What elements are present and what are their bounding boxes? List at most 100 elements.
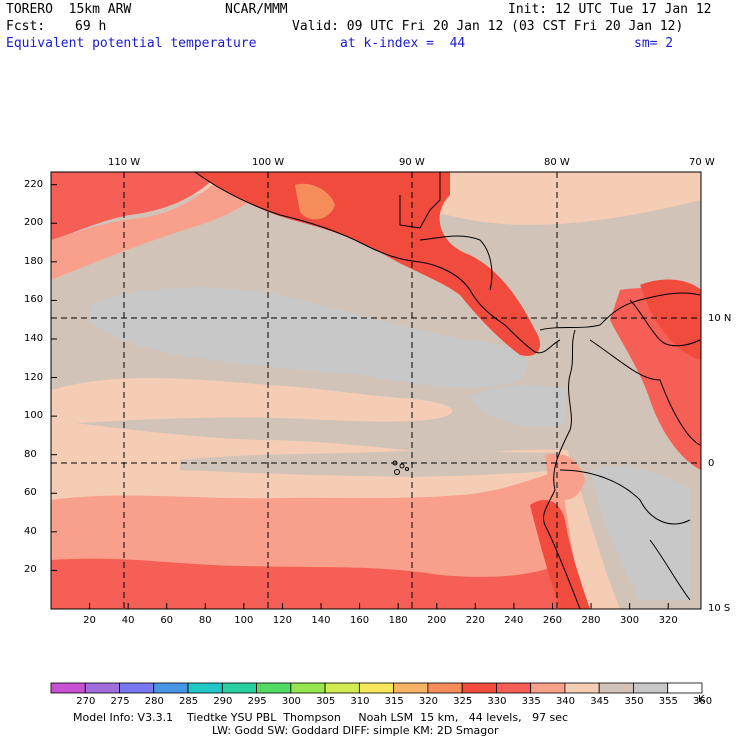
x-tick-label: 20 <box>83 615 96 626</box>
hot-central-america <box>195 172 540 356</box>
colorbar-swatch <box>187 682 223 694</box>
x-tick-label: 100 <box>234 615 254 626</box>
hot-band-south <box>51 558 585 609</box>
forecast-label: Fcst: <box>6 19 46 34</box>
lat-label-10n: 10 N <box>708 313 732 324</box>
coastlines <box>194 171 701 610</box>
colorbar <box>50 682 703 694</box>
x-tick-label: 260 <box>542 615 562 626</box>
y-tick-label: 60 <box>24 487 37 499</box>
lat-label-10s: 10 S <box>708 603 731 614</box>
colorbar-swatch <box>290 682 326 694</box>
organization-label: NCAR/MMM <box>225 2 288 17</box>
x-tick-label: 320 <box>658 615 678 626</box>
lat-lon-grid <box>51 172 701 609</box>
andes-cold-region <box>590 466 690 600</box>
colorbar-label: 305 <box>316 696 336 707</box>
colorbar-label: 295 <box>247 696 267 707</box>
cold-core-north <box>88 287 528 388</box>
colorbar-swatch <box>324 682 360 694</box>
colorbar-swatch <box>530 682 566 694</box>
colorbar-swatch <box>256 682 292 694</box>
colombia-pacific-coast <box>542 329 581 610</box>
colorbar-swatch <box>50 682 86 694</box>
y-tick-label: 220 <box>24 178 44 190</box>
x-tick-label: 160 <box>350 615 370 626</box>
colorbar-label: 320 <box>418 696 438 707</box>
colorbar-swatch <box>564 682 600 694</box>
colorbar-swatch <box>153 682 189 694</box>
caribbean-coast <box>419 235 493 291</box>
x-tick-label: 40 <box>121 615 135 626</box>
colorbar-swatch <box>84 682 120 694</box>
init-time: Init: 12 UTC Tue 17 Jan 12 <box>508 2 712 17</box>
y-tick-label: 100 <box>24 410 44 422</box>
colorbar-label: 345 <box>590 696 610 707</box>
y-tick-label: 200 <box>24 217 44 229</box>
colorbar-swatch <box>461 682 497 694</box>
x-tick-label: 180 <box>388 615 408 626</box>
valid-time: Valid: 09 UTC Fri 20 Jan 12 (03 CST Fri … <box>292 19 684 34</box>
model-info-line1: Model Info: V3.3.1 Tiedtke YSU PBL Thomp… <box>73 711 569 724</box>
andean-borders <box>589 339 701 446</box>
x-tick-label: 120 <box>272 615 292 626</box>
x-tick-label: 280 <box>581 615 601 626</box>
brazil-border <box>649 539 691 601</box>
colorbar-label: 285 <box>179 696 199 707</box>
x-tick-label: 300 <box>620 615 640 626</box>
colorbar-label: 310 <box>350 696 370 707</box>
x-tick-label: 200 <box>427 615 447 626</box>
forecast-hour: 69 h <box>75 19 107 34</box>
cold-core-east <box>470 384 589 427</box>
peru-border <box>559 469 691 525</box>
colorbar-label: 290 <box>213 696 233 707</box>
colorbar-label: 325 <box>453 696 473 707</box>
colorbar-label: 275 <box>110 696 130 707</box>
south-america-coast <box>599 292 701 326</box>
panama-coast <box>539 324 601 331</box>
x-tick-label: 240 <box>504 615 524 626</box>
colorbar-label: 270 <box>76 696 96 707</box>
orange-peak <box>295 183 335 220</box>
colorbar-swatch <box>667 682 703 694</box>
colorbar-label: 350 <box>624 696 644 707</box>
mexico-coast <box>194 171 561 354</box>
smoothing-label: sm= 2 <box>634 36 674 51</box>
field-name: Equivalent potential temperature <box>6 36 257 51</box>
hot-northwest <box>51 172 220 240</box>
colorbar-label: 355 <box>658 696 678 707</box>
y-tick-label: 180 <box>24 255 44 267</box>
colorbar-swatch <box>393 682 429 694</box>
colorbar-label: 315 <box>384 696 404 707</box>
colorbar-label: 280 <box>144 696 164 707</box>
lat-label-0: 0 <box>708 458 715 469</box>
lon-label-90w: 90 W <box>399 157 425 168</box>
colorbar-swatch <box>358 682 395 694</box>
axis-ticks <box>51 184 669 609</box>
y-tick-label: 160 <box>24 294 44 306</box>
colorbar-label: 330 <box>487 696 507 707</box>
colorbar-swatch <box>221 682 257 694</box>
x-tick-label: 140 <box>311 615 331 626</box>
colorbar-swatch <box>496 682 532 694</box>
yucatan-coast <box>399 172 441 229</box>
y-tick-label: 80 <box>24 448 37 460</box>
x-tick-label: 220 <box>465 615 485 626</box>
level-index: at k-index = 44 <box>340 36 466 51</box>
lon-label-100w: 100 W <box>252 157 285 168</box>
warm-northwest <box>51 172 280 280</box>
mid-warm-band <box>51 378 453 425</box>
colorbar-unit: K <box>698 694 705 705</box>
lon-label-70w: 70 W <box>689 157 715 168</box>
y-tick-label: 140 <box>24 332 44 344</box>
cool-band-south <box>180 449 560 477</box>
x-tick-label: 60 <box>160 615 174 626</box>
model-info-line2: LW: Godd SW: Goddard DIFF: simple KM: 2D… <box>212 724 499 737</box>
colorbar-label: 360 <box>693 696 713 707</box>
lon-label-80w: 80 W <box>544 157 570 168</box>
venezuela-border <box>629 299 701 347</box>
colorbar-label: 340 <box>555 696 576 707</box>
colorbar-label: 335 <box>521 696 541 707</box>
colorbar-label: 300 <box>281 696 301 707</box>
